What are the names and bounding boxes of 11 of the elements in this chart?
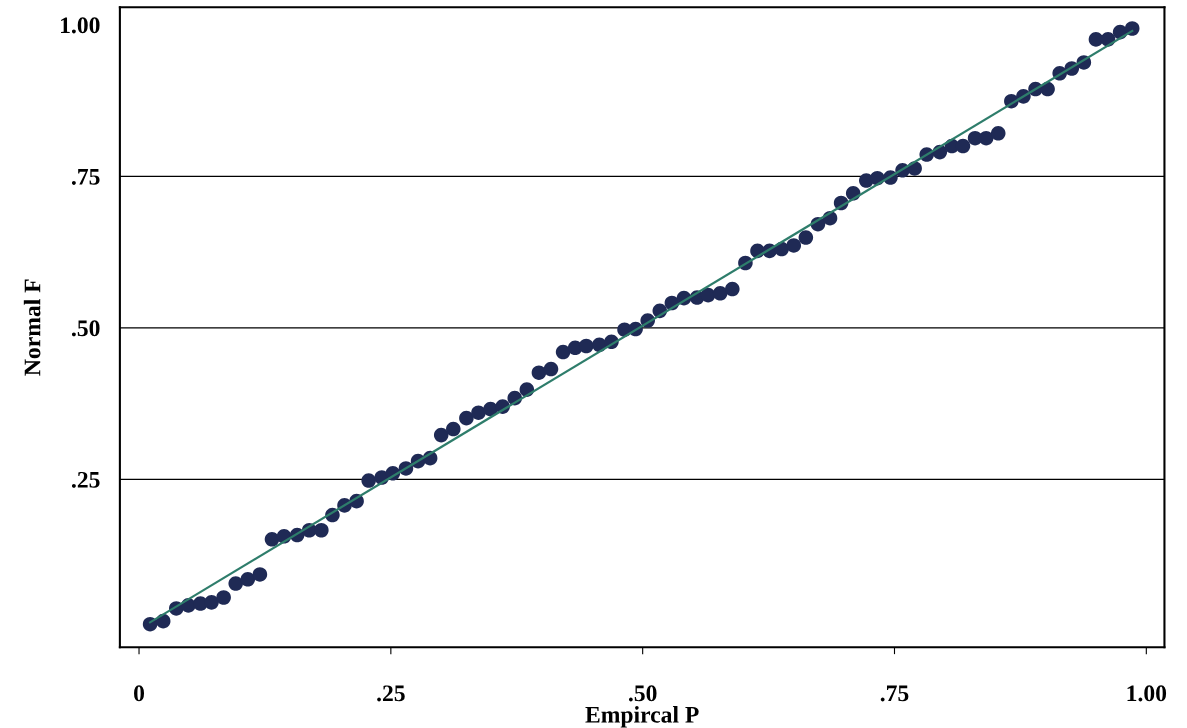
x-tick-label: .75 bbox=[880, 685, 909, 702]
x-tick-label: 1.00 bbox=[1127, 685, 1167, 702]
x-tick-label: 0 bbox=[134, 685, 145, 702]
x-tick-label: .50 bbox=[628, 685, 657, 702]
y-tick-label: .25 bbox=[71, 471, 100, 488]
x-axis-title: Empircal P bbox=[585, 706, 699, 728]
x-tick-label: .25 bbox=[377, 685, 405, 702]
y-tick-label: .75 bbox=[71, 169, 100, 185]
y-tick-label: .50 bbox=[71, 320, 100, 337]
y-axis-title: Normal F bbox=[23, 279, 41, 376]
y-tick-label: 1.00 bbox=[61, 17, 100, 34]
